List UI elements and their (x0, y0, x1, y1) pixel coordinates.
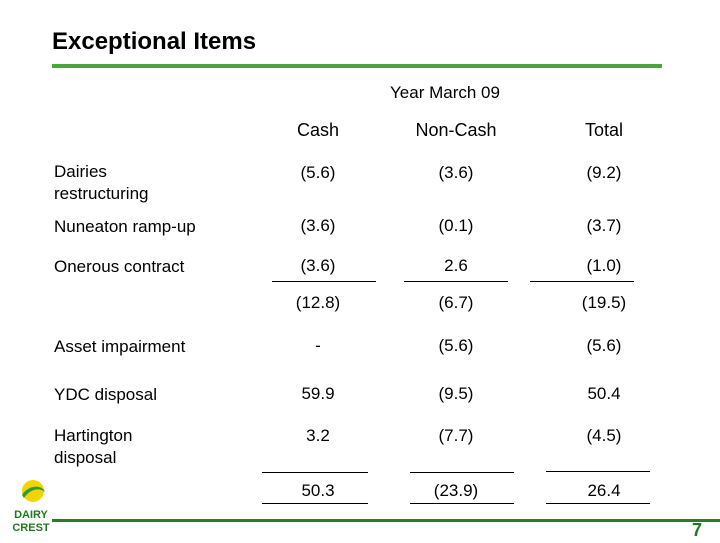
cell-cash: (3.6) (300, 216, 336, 235)
cell-noncash: (3.6) (438, 163, 474, 182)
total-rule-noncash (410, 472, 514, 473)
col-header-cash: Cash (296, 120, 340, 140)
row-label: Nuneaton ramp-up (54, 217, 196, 236)
page-number: 7 (691, 520, 702, 540)
footer-bar (52, 519, 720, 522)
total-noncash: (23.9) (433, 481, 479, 500)
total-rule-total (546, 471, 650, 472)
cell-total: (4.5) (586, 426, 622, 445)
dairy-crest-logo-icon: DAIRY CREST (12, 480, 50, 534)
period-header: Year March 09 (390, 83, 500, 102)
cell-cash: (5.6) (300, 163, 336, 182)
total-cash: 50.3 (301, 481, 335, 500)
row-label: YDC disposal (54, 385, 157, 404)
cell-cash: - (315, 336, 321, 355)
cell-total: (3.7) (586, 216, 622, 235)
total-underline-total (546, 503, 650, 504)
row-label: Onerous contract (54, 257, 185, 276)
cell-cash: 3.2 (306, 426, 330, 445)
row-label: Dairies restructuring (54, 162, 149, 203)
cell-total: 50.4 (587, 384, 621, 403)
title-rule (52, 64, 662, 68)
logo-line2: CREST (12, 522, 50, 534)
subtotal-total: (19.5) (581, 293, 627, 312)
logo-line1: DAIRY (14, 509, 48, 521)
row-label: Hartington disposal (54, 426, 133, 467)
subtotal-noncash: (6.7) (438, 293, 474, 312)
cell-noncash: (9.5) (438, 384, 474, 403)
total-underline-cash (262, 503, 368, 504)
page-title: Exceptional Items (52, 28, 257, 55)
subtotal-rule-total (530, 281, 634, 282)
row-label: Asset impairment (54, 337, 186, 356)
col-header-total: Total (584, 120, 624, 140)
cell-total: (1.0) (586, 256, 622, 275)
cell-noncash: (5.6) (438, 336, 474, 355)
subtotal-rule-cash (272, 281, 376, 282)
cell-noncash: 2.6 (444, 256, 468, 275)
dairy-crest-logo: DAIRY CREST (8, 478, 54, 538)
cell-noncash: (7.7) (438, 426, 474, 445)
cell-total: (5.6) (586, 336, 622, 355)
cell-noncash: (0.1) (438, 216, 474, 235)
cell-total: (9.2) (586, 163, 622, 182)
total-total: 26.4 (587, 481, 621, 500)
cell-cash: 59.9 (301, 384, 335, 403)
subtotal-rule-noncash (404, 281, 508, 282)
total-rule-cash (262, 472, 368, 473)
cell-cash: (3.6) (300, 256, 336, 275)
subtotal-cash: (12.8) (295, 293, 341, 312)
total-underline-noncash (410, 503, 514, 504)
col-header-noncash: Non-Cash (415, 120, 497, 140)
